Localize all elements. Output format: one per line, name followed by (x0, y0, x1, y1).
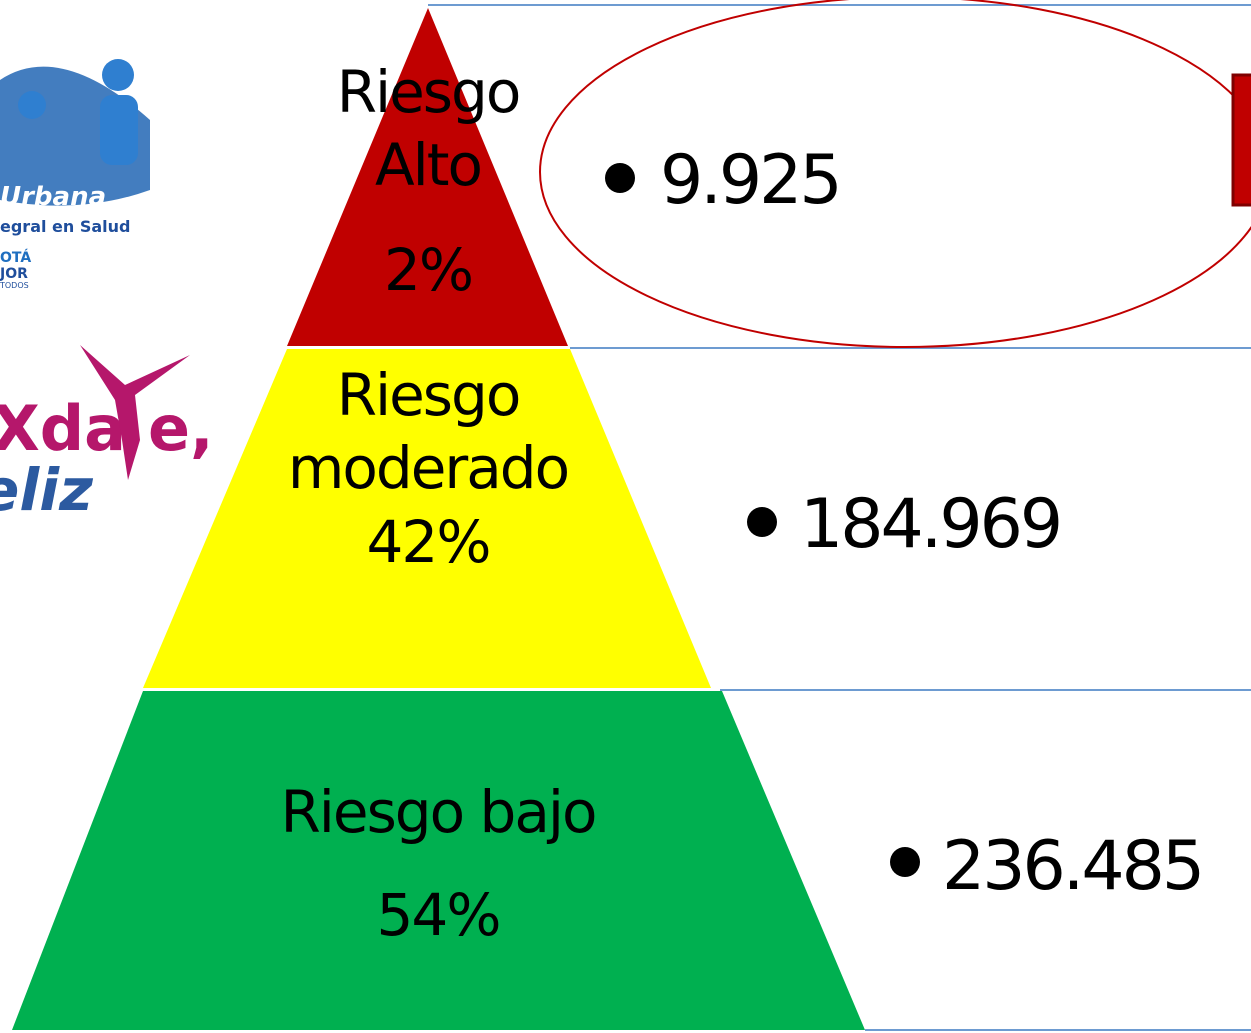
tier-percent: 54% (377, 881, 500, 949)
red-box (1231, 73, 1251, 207)
logo-text: Urbana (0, 182, 106, 212)
logo-figure (80, 345, 190, 480)
tier-label: Riesgo (337, 58, 520, 126)
logo-text: TODOS (0, 281, 29, 290)
logo-figure (100, 95, 138, 165)
highlight-ellipse (539, 0, 1251, 348)
logo-text: OTÁ (0, 249, 31, 266)
logo-text: eliz (0, 456, 93, 524)
tier-high (287, 8, 568, 346)
logo-text: egral en Salud (0, 217, 131, 236)
tier-percent: 42% (367, 508, 490, 576)
logo-middle: Xda e, eliz (0, 345, 214, 524)
tier-label: Riesgo bajo (280, 778, 595, 846)
logo-figure (102, 59, 134, 91)
tier-low (12, 691, 865, 1030)
tier-count: 184.969 (800, 485, 1060, 564)
logo-text: Xda (0, 392, 126, 465)
tier-percent: 2% (384, 236, 472, 304)
bullet (605, 163, 635, 193)
bullet (747, 507, 777, 537)
tier-count: 236.485 (942, 827, 1202, 906)
logo-text: JOR (0, 266, 28, 282)
tier-label: moderado (288, 434, 568, 502)
logo-text: e, (148, 392, 214, 465)
tier-label: Riesgo (337, 361, 520, 429)
tier-moderate (143, 349, 711, 688)
tier-label: Alto (375, 131, 481, 199)
tier-count: 9.925 (660, 141, 840, 220)
logo-figure (18, 91, 46, 119)
logo-top: Urbana egral en Salud OTÁ JOR TODOS (0, 59, 150, 290)
bullet (890, 847, 920, 877)
